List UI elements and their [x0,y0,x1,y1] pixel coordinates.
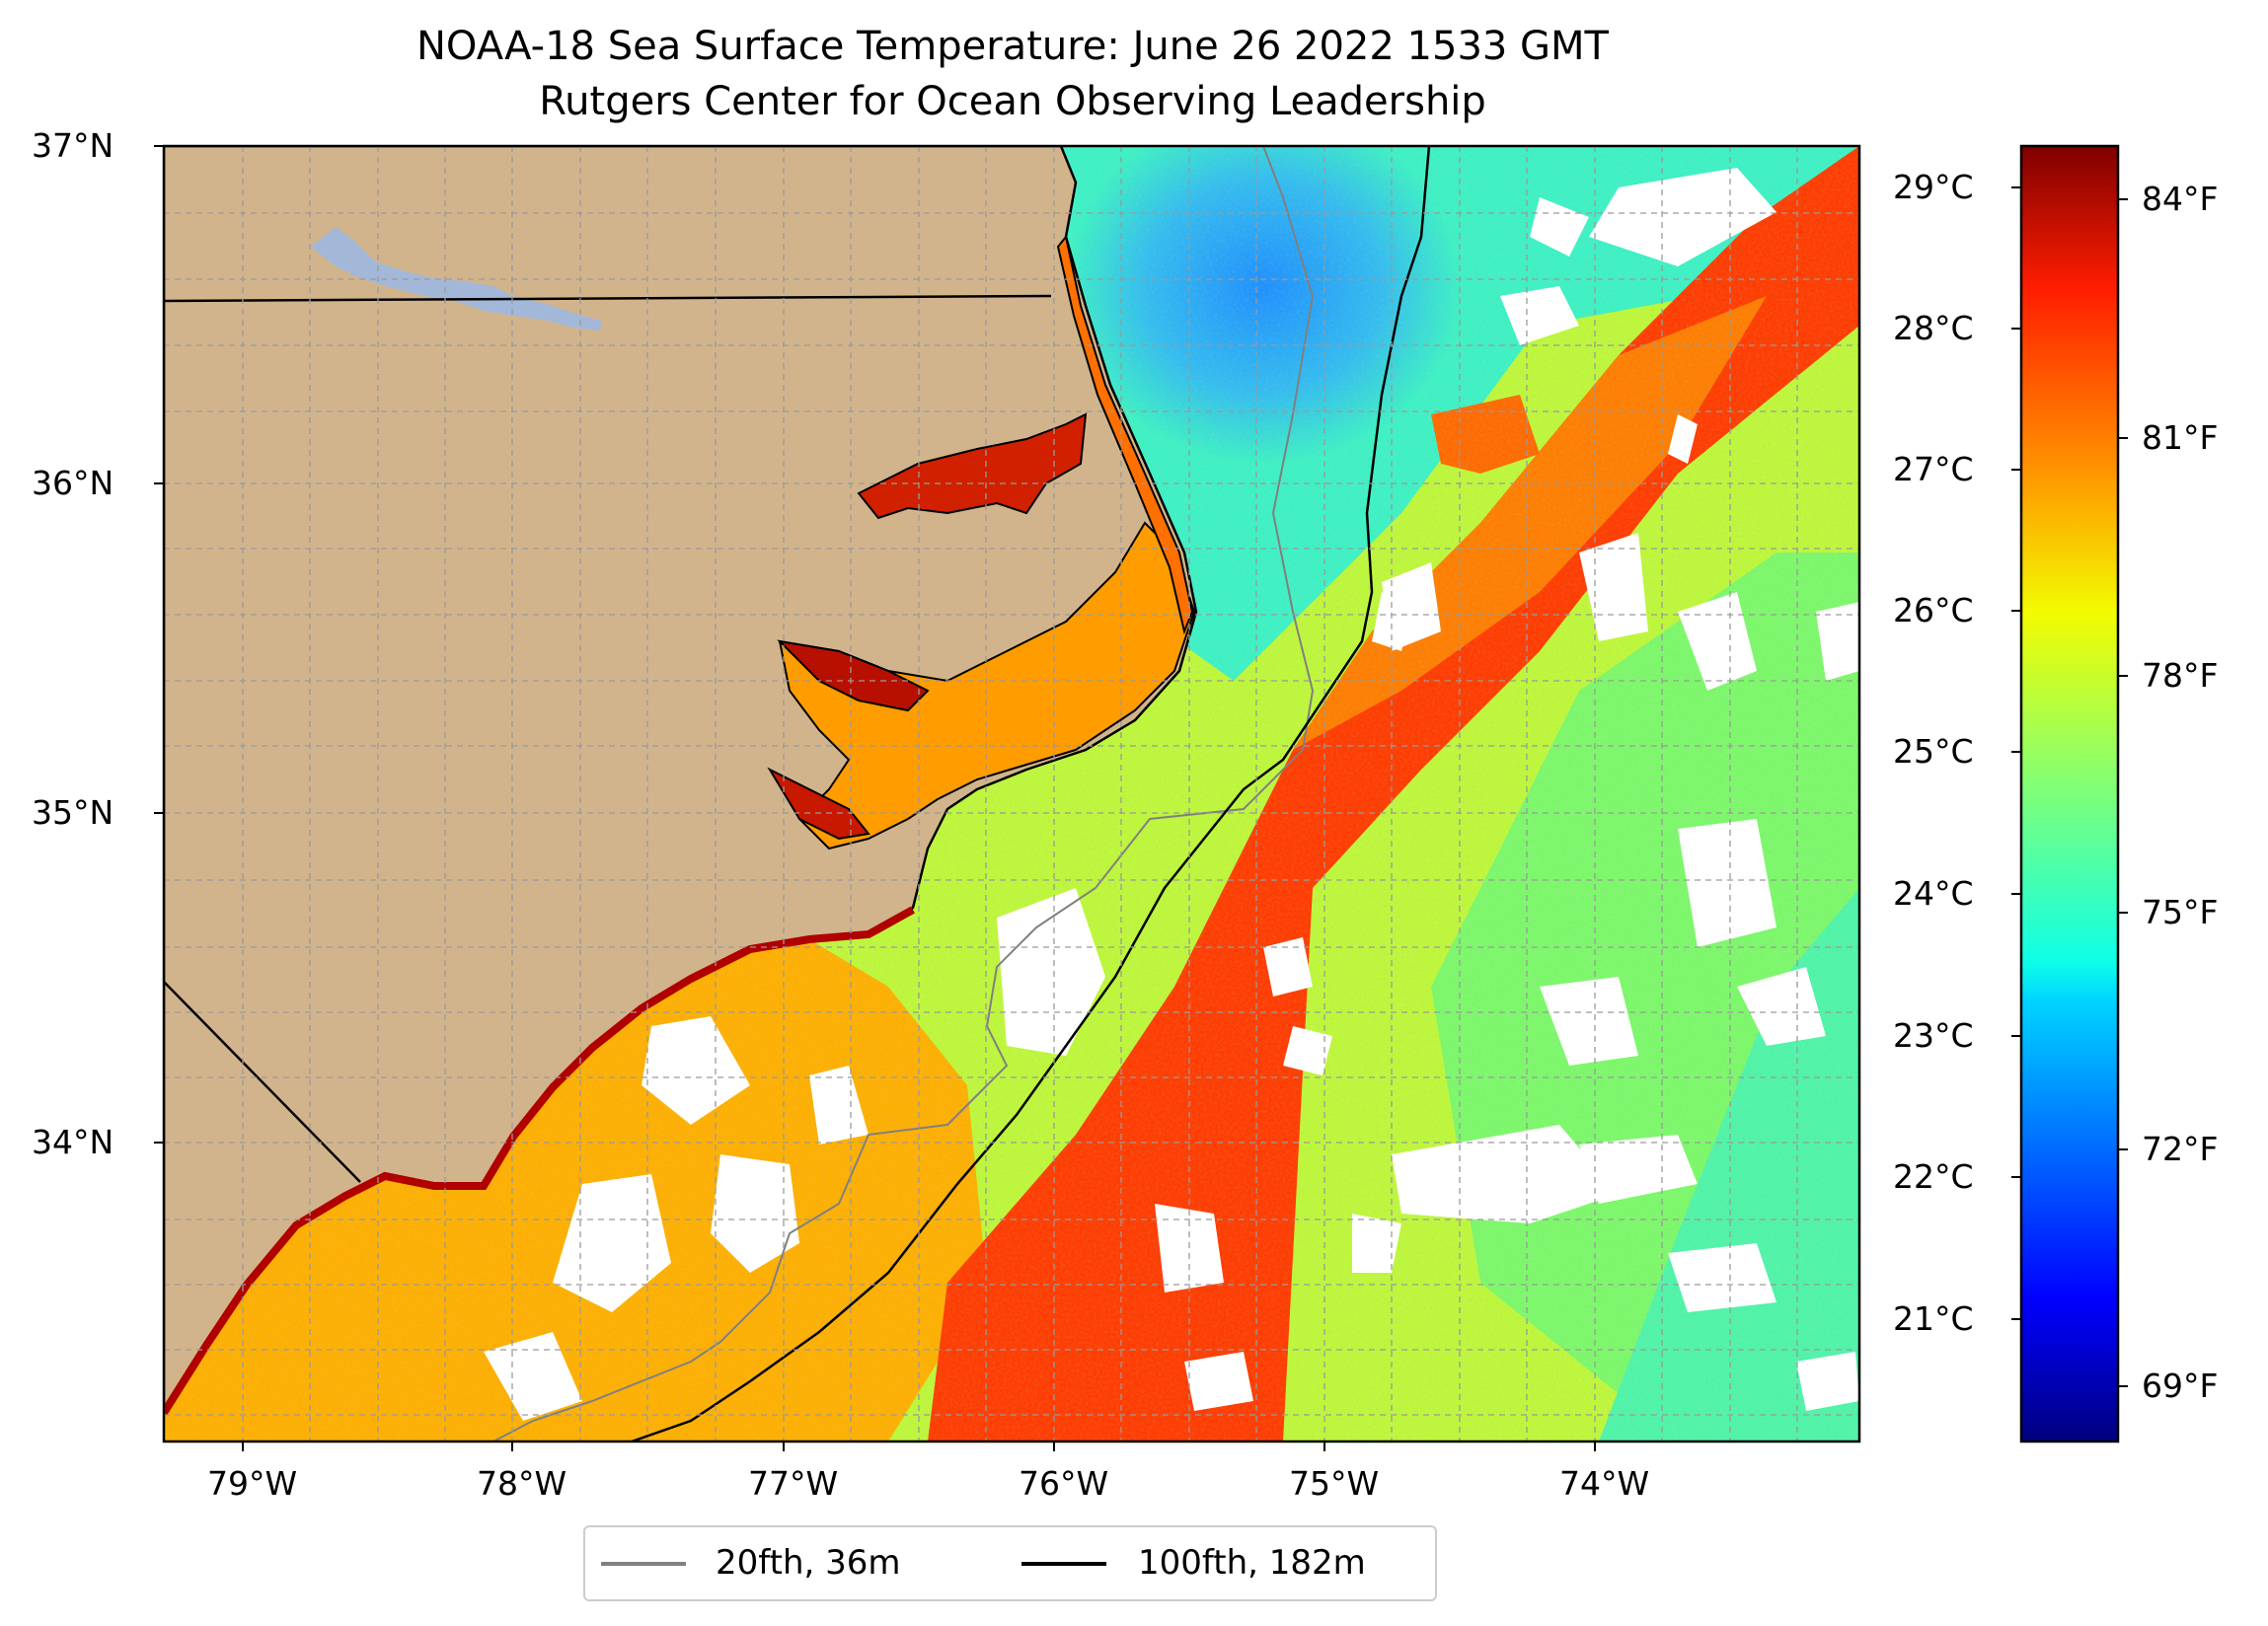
cbar-label-69f: 69°F [2142,1367,2219,1405]
nc-va-border [164,294,1052,303]
lat-label-34: 34°N [32,1123,114,1161]
lat-label-37: 37°N [32,126,114,165]
cbar-label-22c: 22°C [1893,1157,1974,1196]
cbar-label-72f: 72°F [2142,1130,2219,1168]
legend-swatch-100fth [1021,1562,1106,1566]
cbar-label-75f: 75°F [2142,893,2219,931]
map-frame [162,144,1861,1443]
coastal-band [164,906,915,1416]
cbar-label-78f: 78°F [2142,656,2219,695]
lon-label-74: 74°W [1559,1464,1650,1503]
map-title: NOAA-18 Sea Surface Temperature: June 26… [416,24,1609,69]
outer-banks [1056,234,1194,635]
lon-label-76: 76°W [1019,1464,1109,1503]
legend-swatch-20fth [601,1562,686,1566]
pamlico-sound [778,521,1196,850]
cbar-label-21c: 21°C [1893,1299,1974,1338]
lat-label-36: 36°N [32,464,114,502]
axis-ticks [154,145,1596,1451]
cbar-label-24c: 24°C [1893,874,1974,913]
lon-label-75: 75°W [1289,1464,1380,1503]
colorbar-ticks [2011,186,2128,1387]
cbar-label-84f: 84°F [2142,180,2219,218]
legend-label-20fth: 20fth, 36m [716,1543,901,1583]
pamlico-river [777,639,930,712]
lon-label-77: 77°W [748,1464,839,1503]
albemarle-sound [857,412,1088,520]
isobath-100fth [631,146,1431,1441]
cbar-label-81f: 81°F [2142,418,2219,457]
legend-label-100fth: 100fth, 182m [1138,1543,1366,1583]
map-subtitle: Rutgers Center for Ocean Observing Leade… [539,79,1486,124]
cbar-label-25c: 25°C [1893,732,1974,771]
gridlines [164,146,1859,1441]
cbar-label-23c: 23°C [1893,1016,1974,1055]
neuse-river [767,767,870,841]
map-panel [164,146,1859,1441]
cbar-label-27c: 27°C [1893,450,1974,488]
cloud-mask [484,168,1859,1421]
legend: 20fth, 36m 100fth, 182m [583,1525,1437,1601]
cbar-label-29c: 29°C [1893,168,1974,206]
cbar-label-28c: 28°C [1893,309,1974,347]
nc-sc-border [164,981,361,1183]
lon-label-79: 79°W [207,1464,298,1503]
lon-label-78: 78°W [477,1464,567,1503]
cbar-label-26c: 26°C [1893,591,1974,629]
lat-label-35: 35°N [32,793,114,832]
isobath-20fth [492,146,1315,1441]
colorbar [2019,144,2120,1443]
lake-gaston [311,227,602,331]
